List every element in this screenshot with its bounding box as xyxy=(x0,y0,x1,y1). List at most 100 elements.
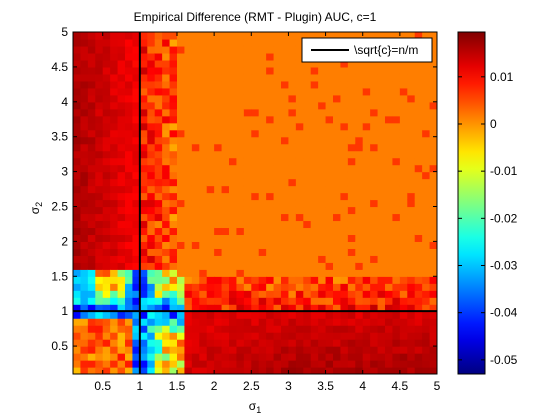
heatmap-cell xyxy=(236,248,245,256)
heatmap-cell xyxy=(147,178,156,187)
heatmap-cell xyxy=(110,304,119,312)
heatmap-cell xyxy=(147,269,156,277)
heatmap-cell xyxy=(355,115,364,124)
heatmap-cell xyxy=(251,122,260,131)
heatmap-cell xyxy=(229,262,238,270)
heatmap-cell xyxy=(377,290,386,298)
heatmap-cell xyxy=(251,311,260,319)
heatmap-cell xyxy=(333,66,342,75)
heatmap-cell xyxy=(214,269,223,277)
heatmap-cell xyxy=(347,66,356,75)
heatmap-cell xyxy=(125,73,134,82)
heatmap-cell xyxy=(295,325,304,333)
heatmap-cell xyxy=(407,269,416,277)
heatmap-cell xyxy=(258,353,267,361)
heatmap-cell xyxy=(310,241,319,249)
heatmap-cell xyxy=(184,192,193,201)
heatmap-cell xyxy=(177,73,186,82)
heatmap-cell xyxy=(147,150,156,159)
heatmap-cell xyxy=(295,255,304,263)
heatmap-cell xyxy=(87,332,96,340)
heatmap-cell xyxy=(414,227,423,236)
heatmap-cell xyxy=(273,143,282,152)
heatmap-cell xyxy=(392,297,401,305)
heatmap-cell xyxy=(362,304,371,312)
heatmap-cell xyxy=(73,227,82,236)
heatmap-cell xyxy=(362,66,371,75)
heatmap-cell xyxy=(295,353,304,361)
heatmap-cell xyxy=(429,304,437,312)
heatmap-cell xyxy=(184,143,193,152)
heatmap-cell xyxy=(340,122,349,131)
heatmap-cell xyxy=(429,241,437,249)
heatmap-cell xyxy=(422,94,431,103)
heatmap-cell xyxy=(229,346,238,354)
heatmap-cell xyxy=(333,304,342,312)
heatmap-cell xyxy=(385,32,394,40)
heatmap-cell xyxy=(281,192,290,201)
heatmap-cell xyxy=(414,59,423,68)
heatmap-cell xyxy=(310,73,319,82)
heatmap-cell xyxy=(199,52,208,61)
heatmap-cell xyxy=(199,227,208,236)
heatmap-cell xyxy=(295,276,304,284)
heatmap-cell xyxy=(266,87,275,96)
heatmap-cell xyxy=(422,115,431,124)
heatmap-cell xyxy=(243,52,252,61)
heatmap-cell xyxy=(429,164,437,173)
heatmap-cell xyxy=(399,115,408,124)
heatmap-cell xyxy=(295,115,304,124)
heatmap-cell xyxy=(229,38,238,47)
heatmap-cell xyxy=(221,143,230,152)
heatmap-cell xyxy=(273,297,282,305)
heatmap-cell xyxy=(414,115,423,124)
heatmap-cell xyxy=(325,283,334,291)
heatmap-cell xyxy=(422,185,431,194)
heatmap-cell xyxy=(251,192,260,201)
heatmap-cell xyxy=(347,199,356,208)
heatmap-cell xyxy=(310,136,319,145)
heatmap-cell xyxy=(288,283,297,291)
heatmap-cell xyxy=(177,101,186,110)
heatmap-cell xyxy=(95,73,104,82)
heatmap-cell xyxy=(162,311,171,319)
heatmap-cell xyxy=(206,346,215,354)
heatmap-cell xyxy=(362,360,371,368)
heatmap-cell xyxy=(147,87,156,96)
heatmap-cell xyxy=(414,32,423,40)
heatmap-cell xyxy=(184,206,193,215)
heatmap-cell xyxy=(273,38,282,47)
heatmap-cell xyxy=(117,143,126,152)
heatmap-cell xyxy=(236,171,245,180)
heatmap-cell xyxy=(184,178,193,187)
heatmap-cell xyxy=(214,94,223,103)
heatmap-cell xyxy=(414,346,423,354)
heatmap-cell xyxy=(318,332,327,340)
heatmap-cell xyxy=(73,32,82,40)
heatmap-cell xyxy=(377,199,386,208)
heatmap-cell xyxy=(169,87,178,96)
heatmap-cell xyxy=(177,115,186,124)
heatmap-cell xyxy=(110,192,119,201)
heatmap-cell xyxy=(362,164,371,173)
x-tick-label: 2.5 xyxy=(243,379,260,393)
heatmap-cell xyxy=(258,94,267,103)
heatmap-cell xyxy=(258,346,267,354)
heatmap-cell xyxy=(221,185,230,194)
heatmap-cell xyxy=(191,52,200,61)
heatmap-cell xyxy=(355,241,364,249)
heatmap-cell xyxy=(347,276,356,284)
heatmap-cell xyxy=(229,199,238,208)
heatmap-cell xyxy=(199,262,208,270)
heatmap-cell xyxy=(333,73,342,82)
heatmap-cell xyxy=(95,339,104,347)
heatmap-cell xyxy=(414,269,423,277)
heatmap-cell xyxy=(429,143,437,152)
heatmap-cell xyxy=(154,290,163,298)
heatmap-cell xyxy=(184,87,193,96)
heatmap-cell xyxy=(310,199,319,208)
heatmap-cell xyxy=(162,367,171,374)
heatmap-cell xyxy=(266,297,275,305)
heatmap-cell xyxy=(407,241,416,249)
heatmap-cell xyxy=(303,73,312,82)
